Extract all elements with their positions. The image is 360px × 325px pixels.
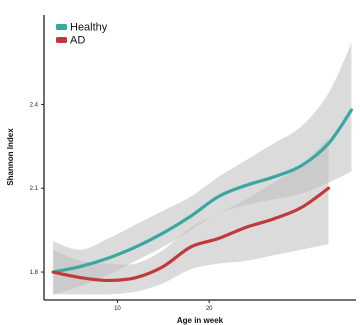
x-ticks: 10 20	[114, 300, 213, 312]
x-tick-label: 20	[206, 306, 213, 312]
y-axis-title: Shannon Index	[6, 128, 15, 186]
y-tick-label: 2.1	[30, 186, 39, 192]
y-ticks: 1.8 2.1 2.4	[30, 102, 44, 276]
legend-swatch-healthy	[56, 24, 67, 30]
confidence-band-ad	[53, 137, 329, 295]
confidence-bands	[53, 42, 352, 295]
legend-swatch-ad	[56, 37, 67, 43]
x-tick-label: 10	[114, 306, 121, 312]
x-axis-title: Age in week	[177, 316, 224, 325]
confidence-band-healthy	[53, 42, 352, 295]
y-tick-label: 2.4	[30, 102, 39, 108]
series-lines	[51, 108, 354, 283]
legend-label-healthy: Healthy	[70, 22, 108, 34]
legend-label-ad: AD	[70, 35, 85, 47]
series-line-healthy	[51, 108, 354, 274]
y-tick-label: 1.8	[30, 270, 39, 276]
series-line-ad	[51, 186, 331, 283]
